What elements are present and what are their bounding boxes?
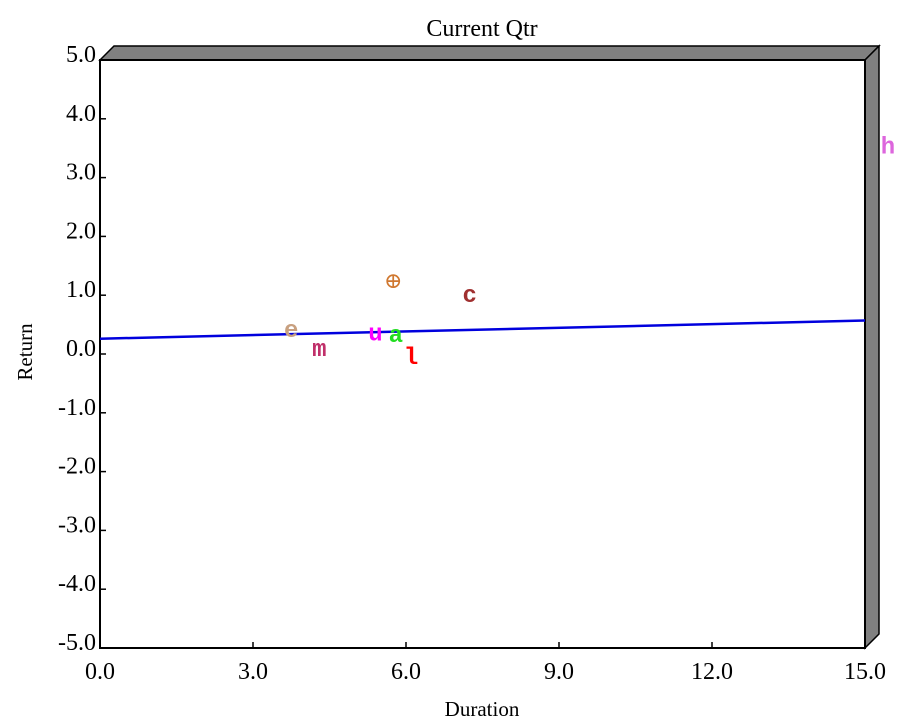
y-tick-label: 2.0 [66, 218, 96, 244]
y-tick-label: 4.0 [66, 101, 96, 127]
chart-frame-top [98, 45, 881, 61]
y-tick-label: 5.0 [66, 42, 96, 68]
y-axis-label: Return [13, 323, 37, 381]
data-point-a: a [389, 323, 403, 350]
x-tick-label: 12.0 [691, 659, 733, 685]
data-point-m: m [312, 337, 326, 364]
x-tick-label: 15.0 [844, 659, 886, 685]
x-axis: 0.0 3.0 6.0 9.0 12.0 15.0 [85, 642, 886, 685]
y-axis: 5.0 4.0 3.0 2.0 1.0 0.0 -1.0 -2.0 -3.0 -4.0 -5.0 [58, 42, 106, 656]
data-point-l: l [404, 345, 418, 372]
x-tick-label: 6.0 [391, 659, 421, 685]
y-tick-label: 1.0 [66, 277, 96, 303]
y-tick-label: -1.0 [58, 395, 96, 421]
x-tick-label: 3.0 [238, 659, 268, 685]
y-tick-label: 3.0 [66, 160, 96, 186]
x-tick-label: 0.0 [85, 659, 115, 685]
plot-area [99, 59, 866, 649]
chart-frame-right [864, 44, 880, 650]
x-axis-label: Duration [445, 697, 520, 719]
data-points: em u ⊕ al c h [284, 135, 895, 373]
y-tick-label: -5.0 [58, 630, 96, 656]
y-tick-label: -3.0 [58, 512, 96, 538]
chart-title: Current Qtr [426, 16, 537, 42]
data-point-benchmark: ⊕ [384, 268, 402, 293]
y-tick-label: -2.0 [58, 454, 96, 480]
y-tick-label: 0.0 [66, 336, 96, 362]
x-tick-label: 9.0 [544, 659, 574, 685]
data-point-c: c [463, 283, 477, 310]
data-point-h: h [881, 135, 895, 162]
data-point-e: e [284, 318, 298, 345]
y-tick-label: -4.0 [58, 571, 96, 597]
trend-line [99, 319, 866, 340]
data-point-u: u [368, 322, 382, 349]
